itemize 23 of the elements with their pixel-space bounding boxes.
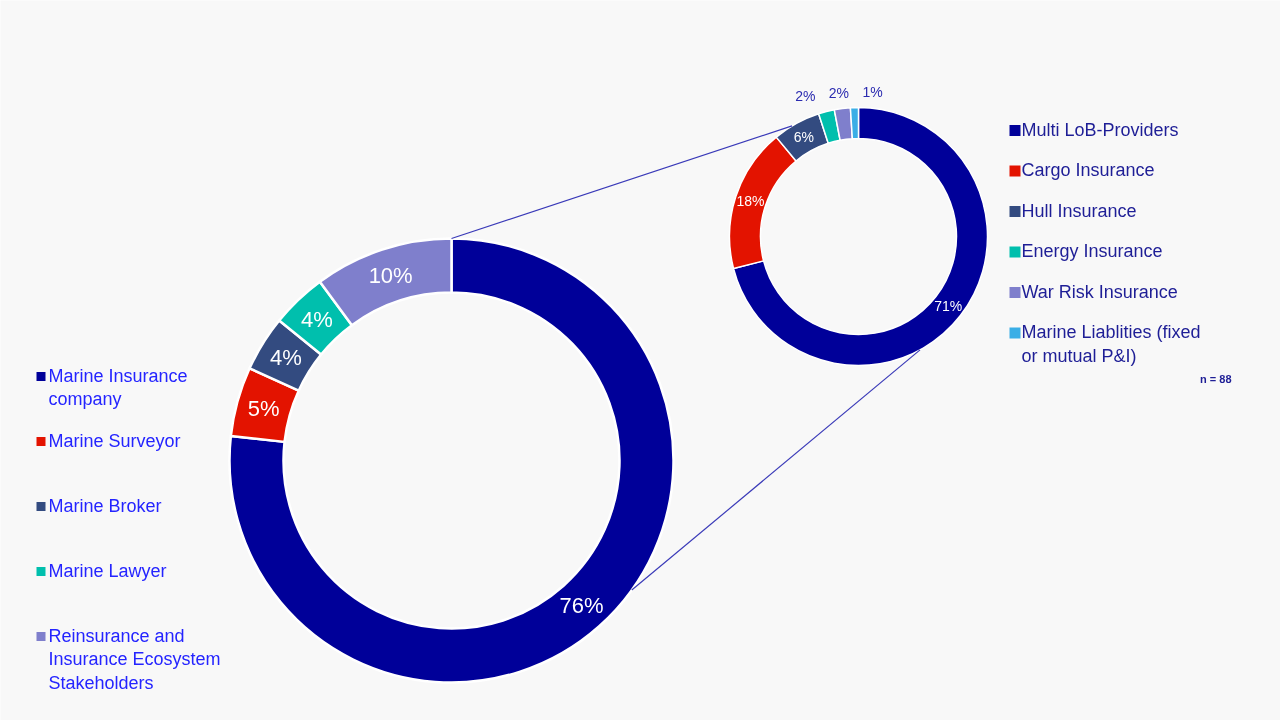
data-label: 76% [559,593,604,619]
legend-label: Energy Insurance [1021,241,1163,262]
legend-label: Marine Liablities (fixed or mutual P&I) [1021,322,1201,366]
legend-label: War Risk Insurance [1021,281,1178,302]
legend-label: Reinsurance and Insurance Ecosystem Stakeholders [48,625,221,693]
data-label: 5% [247,396,280,422]
data-label: 4% [301,306,333,332]
data-label: 4% [269,345,302,371]
data-label: 6% [793,129,814,146]
legend-label: Marine Broker [48,495,162,516]
data-label: 1% [862,83,883,100]
legend-label: Multi LoB-Providers [1021,119,1179,140]
data-label: 10% [368,262,413,288]
data-label: 71% [934,298,963,315]
legend-label: Marine Insurance company [48,365,188,410]
legend-label: Marine Lawyer [48,560,167,581]
data-label: 2% [795,88,816,105]
data-label: 2% [828,84,850,101]
data-label: 18% [736,193,765,210]
legend-label: Hull Insurance [1021,200,1137,221]
legend-label: Marine Surveyor [48,430,181,451]
text: n = 88 [1200,372,1232,385]
legend-label: Cargo Insurance [1021,160,1155,181]
